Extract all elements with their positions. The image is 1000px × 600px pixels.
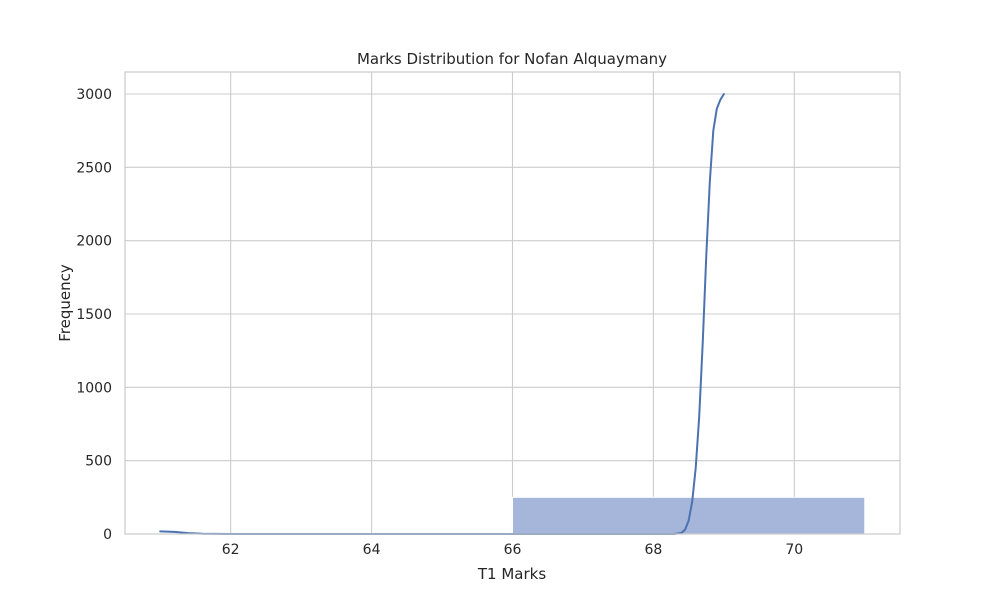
x-tick-label: 64 (363, 542, 381, 558)
plot-frame (124, 71, 901, 535)
y-tick-label: 1500 (76, 307, 112, 323)
x-axis-label: T1 Marks (477, 565, 546, 583)
y-axis-label: Frequency (56, 264, 74, 342)
y-tick-label: 2000 (76, 234, 112, 250)
y-tick-label: 2500 (76, 160, 112, 176)
grid (125, 72, 900, 535)
y-tick-label: 500 (85, 454, 112, 470)
x-tick-label: 62 (222, 542, 240, 558)
y-tick-labels: 0 500 1000 1500 2000 2500 3000 (76, 87, 112, 543)
chart-title: Marks Distribution for Nofan Alquaymany (357, 50, 667, 68)
x-tick-label: 66 (504, 542, 522, 558)
x-tick-label: 70 (785, 542, 803, 558)
x-tick-labels: 62 64 66 68 70 (222, 542, 803, 558)
y-tick-label: 1000 (76, 380, 112, 396)
x-tick-label: 68 (644, 542, 662, 558)
y-tick-label: 0 (103, 527, 112, 543)
y-tick-label: 3000 (76, 87, 112, 103)
